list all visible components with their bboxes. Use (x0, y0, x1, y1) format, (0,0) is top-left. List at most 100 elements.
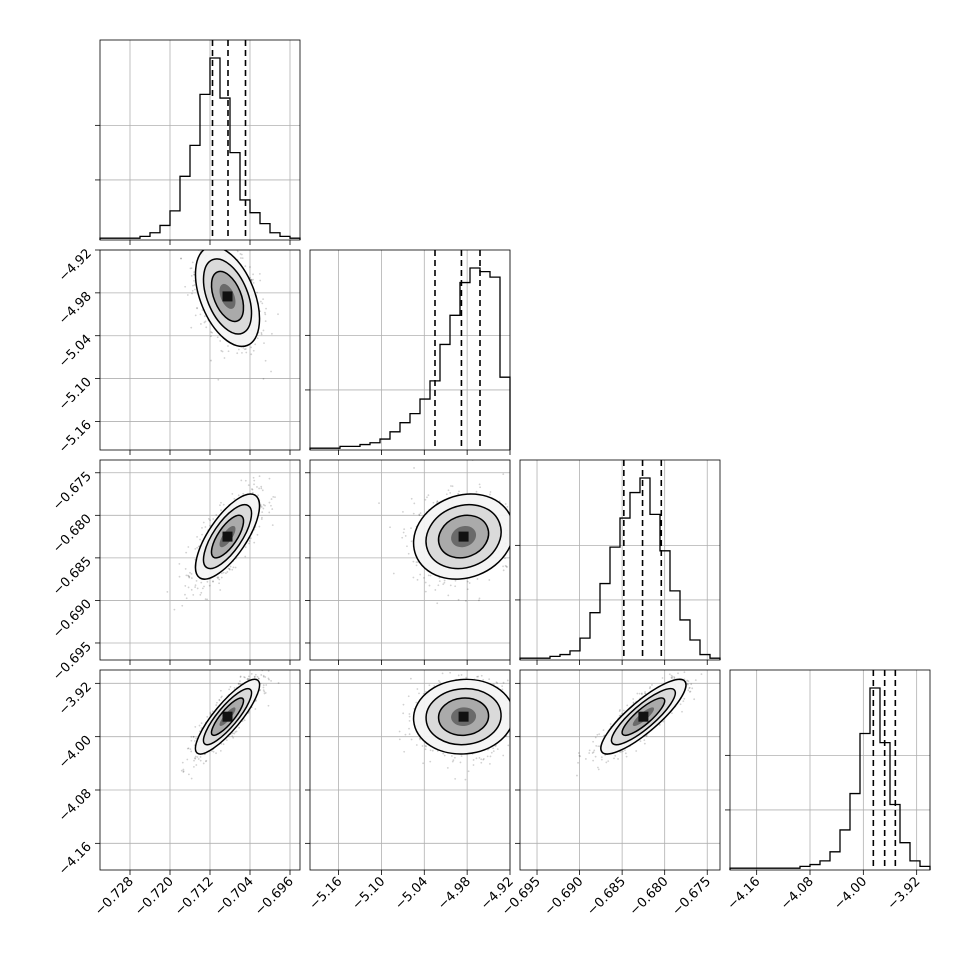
panel-3-0-sample-point (216, 702, 218, 704)
panel-1-0-sample-point (228, 350, 230, 352)
panel-1-0-sample-point (205, 326, 207, 328)
panel-2-0-sample-point (205, 598, 207, 600)
panel-2-1-sample-point (527, 540, 529, 542)
panel-3-1-sample-point (460, 762, 462, 764)
panel-2-1-sample-point (469, 582, 471, 584)
panel-3-2-sample-point (585, 758, 587, 760)
panel-3-1-sample-point (471, 664, 473, 666)
panel-2-0-sample-point (259, 475, 261, 477)
panel-3-1-sample-point (525, 688, 527, 690)
panel-3-1-sample-point (502, 755, 504, 757)
panel-2-1-sample-point (452, 485, 454, 487)
panel-2-1-sample-point (437, 584, 439, 586)
panel-3-0-sample-point (194, 726, 196, 728)
panel-2-0-density-peak (223, 532, 233, 542)
panel-3-0-sample-point (244, 719, 246, 721)
panel-1-0-sample-point (190, 246, 192, 248)
panel-2-0-sample-point (191, 577, 193, 579)
panel-3-0-sample-point (191, 778, 193, 780)
panel-2-0-sample-point (274, 496, 276, 498)
panel-1-0-sample-point (254, 343, 256, 345)
panel-1-0-sample-point (216, 245, 218, 247)
panel-3-0-sample-point (201, 722, 203, 724)
panel-3-1-sample-point (403, 751, 405, 753)
panel-2-1-sample-point (406, 545, 408, 547)
panel-2-0-sample-point (202, 587, 204, 589)
panel-2-1-sample-point (413, 513, 415, 515)
panel-3-0-sample-point (182, 769, 184, 771)
panel-3-1-sample-point (402, 712, 404, 714)
panel-3-1-sample-point (507, 744, 509, 746)
panel-1-0-sample-point (260, 301, 262, 303)
panel-3-2-sample-point (595, 756, 597, 758)
panel-3-0-sample-point (231, 735, 233, 737)
panel-1-0-sample-point (181, 241, 183, 243)
panel-2-1-sample-point (389, 526, 391, 528)
panel-1-0-sample-point (220, 350, 222, 352)
panel-2-0-sample-point (184, 594, 186, 596)
panel-2-1-sample-point (378, 502, 380, 504)
panel-2-0-sample-point (245, 480, 247, 482)
panel-2-0-sample-point (248, 543, 250, 545)
panel-2-0-sample-point (218, 576, 220, 578)
panel-2-1-sample-point (439, 580, 441, 582)
panel-2-0-sample-point (192, 594, 194, 596)
panel-3-0-sample-point (197, 756, 199, 758)
panel-2-0-sample-point (181, 605, 183, 607)
panel-1-0-sample-point (252, 279, 254, 281)
panel-1-0-sample-point (191, 267, 193, 269)
panel-3-0-sample-point (215, 704, 217, 706)
panel-3-0-sample-point (247, 678, 249, 680)
panel-1-0-sample-point (200, 323, 202, 325)
panel-2-1-sample-point (458, 490, 460, 492)
panel-3-1-sample-point (451, 755, 453, 757)
panel-2-0-sample-point (188, 587, 190, 589)
panel-3-1-sample-point (438, 668, 440, 670)
panel-2-1-sample-point (458, 599, 460, 601)
panel-2-1-sample-point (465, 600, 467, 602)
panel-3-1-sample-point (426, 664, 428, 666)
panel-3-0-sample-point (223, 743, 225, 745)
panel-3-2-sample-point (588, 752, 590, 754)
panel-1-0-sample-point (244, 348, 246, 350)
panel-2-0-sample-point (219, 504, 221, 506)
panel-2-0-sample-point (249, 540, 251, 542)
panel-2-1-sample-point (515, 528, 517, 530)
panel-2-0-sample-point (203, 522, 205, 524)
panel-3-0-sample-point (234, 687, 236, 689)
panel-2-1-sample-point (423, 577, 425, 579)
panel-3-0-sample-point (233, 733, 235, 735)
panel-3-1-sample-point (444, 755, 446, 757)
panel-1-0-sample-point (249, 266, 251, 268)
panel-2-1-sample-point (479, 598, 481, 600)
panel-2-1-sample-point (411, 540, 413, 542)
panel-1-0-sample-point (200, 313, 202, 315)
panel-2-0-sample-point (212, 580, 214, 582)
panel-3-1-sample-point (502, 689, 504, 691)
panel-3-0-sample-point (232, 737, 234, 739)
panel-1-0-sample-point (253, 350, 255, 352)
panel-2-1-sample-point (522, 564, 524, 566)
panel-3-1-sample-point (409, 713, 411, 715)
panel-2-1-sample-point (430, 575, 432, 577)
panel-1-0-sample-point (271, 333, 273, 335)
panel-1-0-sample-point (250, 346, 252, 348)
panel-3-1-density-peak (459, 712, 469, 722)
panel-2-0-sample-point (257, 494, 259, 496)
panel-2-1-sample-point (416, 564, 418, 566)
panel-1-0-sample-point (259, 280, 261, 282)
panel-3-0-sample-point (193, 736, 195, 738)
panel-3-1-sample-point (523, 689, 525, 691)
panel-2-0-sample-point (196, 536, 198, 538)
panel-2-0-sample-point (271, 508, 273, 510)
histogram-3 (730, 688, 930, 870)
panel-2-0-sample-point (219, 589, 221, 591)
panel-2-1-sample-point (428, 574, 430, 576)
panel-3-1-sample-point (491, 752, 493, 754)
panel-1-0-sample-point (257, 337, 259, 339)
panel-3-1-sample-point (525, 681, 527, 683)
panel-1-0-sample-point (236, 352, 238, 354)
panel-2-1-sample-point (426, 496, 428, 498)
panel-3-0-sample-point (239, 680, 241, 682)
panel-2-0-sample-point (258, 488, 260, 490)
